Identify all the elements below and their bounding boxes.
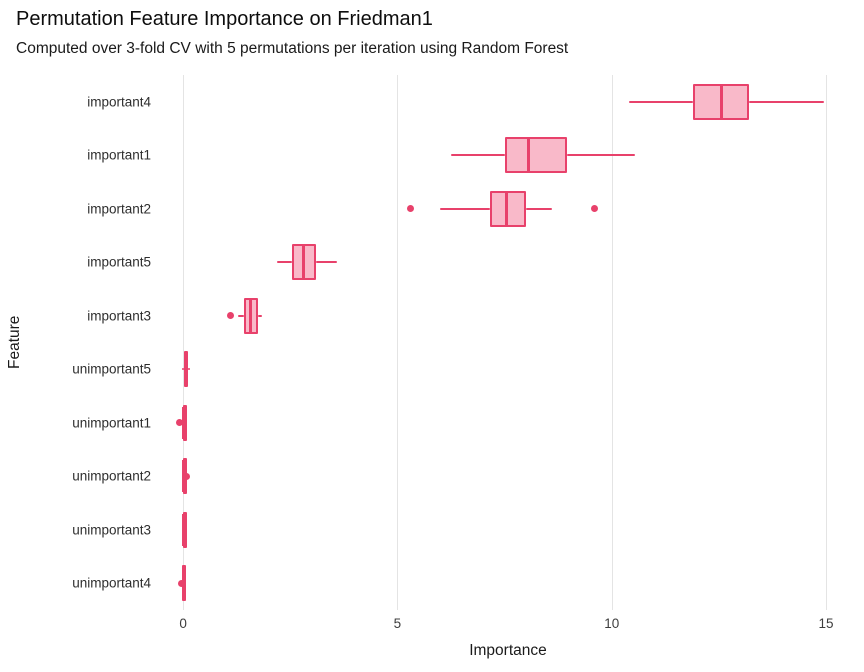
y-tick-label: unimportant1 — [72, 415, 151, 431]
boxplot-median — [526, 139, 530, 172]
y-tick-label: important4 — [87, 94, 151, 110]
y-tick-label: important2 — [87, 201, 151, 217]
y-tick-label: unimportant2 — [72, 468, 151, 484]
y-tick-label: important5 — [87, 254, 151, 270]
boxplot-median — [184, 353, 188, 386]
outlier-point — [183, 472, 191, 480]
y-tick-label: unimportant5 — [72, 361, 151, 377]
x-tick-label: 5 — [393, 616, 402, 631]
boxplot-whisker — [628, 100, 694, 103]
x-tick-label: 15 — [818, 616, 834, 631]
x-tick-label: 10 — [604, 616, 620, 631]
boxplot-box — [504, 137, 567, 174]
boxplot-whisker — [748, 100, 824, 103]
y-tick-label: important3 — [87, 308, 151, 324]
y-tick-label: important1 — [87, 147, 151, 163]
outlier-point — [176, 419, 184, 427]
boxplot-whisker — [526, 207, 552, 210]
gridline — [826, 75, 827, 610]
chart-subtitle: Computed over 3-fold CV with 5 permutati… — [16, 40, 569, 57]
boxplot-median — [182, 406, 186, 439]
gridline — [611, 75, 613, 610]
chart-title: Permutation Feature Importance on Friedm… — [16, 8, 433, 30]
y-tick-label: unimportant3 — [72, 522, 151, 538]
y-axis-tick-labels: important4 important1 important2 important5… — [0, 75, 163, 610]
boxplot-median — [719, 85, 723, 118]
boxplot-median — [301, 246, 305, 279]
plot-area — [175, 75, 841, 610]
boxplot-whisker — [181, 368, 184, 371]
gridline — [397, 75, 399, 610]
boxplot-median — [505, 192, 509, 225]
boxplot-median — [181, 513, 185, 546]
y-tick-label: unimportant4 — [72, 575, 151, 591]
outlier-point — [226, 312, 234, 320]
x-axis-title: Importance — [469, 642, 547, 659]
gridline — [183, 75, 185, 610]
outlier-point — [177, 579, 185, 587]
boxplot-whisker — [451, 154, 505, 157]
boxplot-whisker — [566, 154, 636, 157]
boxplot-whisker — [316, 261, 338, 264]
boxplot-median — [248, 299, 252, 332]
x-axis-tick-labels: 0 5 10 15 — [175, 616, 841, 634]
x-tick-label: 0 — [179, 616, 187, 631]
boxplot-whisker — [188, 368, 190, 371]
boxplot-whisker — [257, 314, 262, 317]
boxplot-whisker — [440, 207, 490, 210]
boxplot-whisker — [237, 314, 244, 317]
boxplot-whisker — [277, 261, 293, 264]
outlier-point — [406, 205, 414, 213]
outlier-point — [591, 205, 599, 213]
